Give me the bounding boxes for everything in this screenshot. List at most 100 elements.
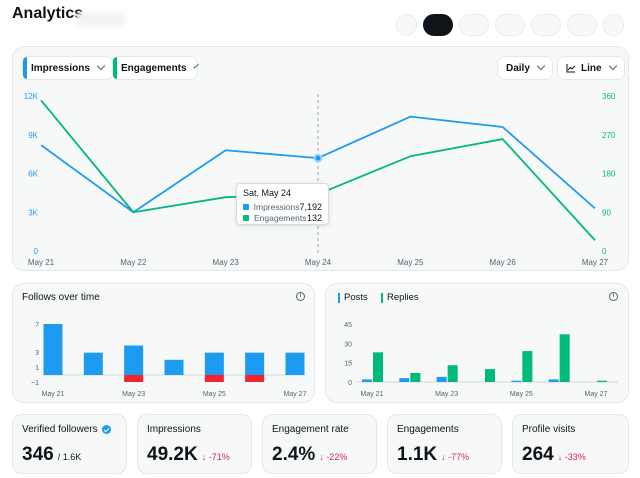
y-left-tick-label: 6K — [28, 170, 38, 179]
range-tab-6[interactable] — [567, 14, 597, 36]
interval-select[interactable]: Daily — [497, 56, 553, 80]
posts-color-stripe — [338, 292, 340, 303]
y-right-tick-label: 90 — [602, 208, 611, 217]
bar-replies — [447, 365, 458, 382]
x-tick-label: May 24 — [305, 258, 332, 267]
y-right-tick-label: 0 — [602, 247, 607, 256]
stat-change: ↓ -33% — [557, 452, 586, 462]
metric-select-engagements[interactable]: Engagements — [112, 56, 199, 80]
range-tab-3[interactable] — [459, 14, 489, 36]
follows-card-title: Follows over time — [22, 292, 100, 303]
legend-replies-label: Replies — [387, 292, 419, 303]
stat-change: ↓ -71% — [201, 452, 230, 462]
x-tick-label: May 21 — [42, 391, 65, 398]
x-tick-label: May 25 — [397, 258, 424, 267]
stat-value: 49.2K ↓ -71% — [147, 444, 230, 466]
impressions-swatch — [243, 203, 249, 210]
info-icon[interactable]: i — [296, 292, 305, 301]
stat-value-number: 49.2K — [147, 444, 198, 465]
y-tick-label: 45 — [344, 322, 352, 329]
stat-card-verified-followers[interactable]: Verified followers 346/ 1.6K — [12, 414, 127, 474]
x-tick-label: May 27 — [284, 391, 307, 398]
interval-label: Daily — [506, 62, 530, 74]
stat-label: Engagements — [397, 424, 459, 435]
unfollows-bar — [245, 375, 265, 382]
y-tick-label: 3 — [35, 350, 39, 357]
range-tab-active[interactable] — [423, 14, 453, 36]
stat-label: Verified followers — [22, 424, 111, 435]
main-chart-card: Impressions Engagements Daily Line 12K 9K… — [12, 46, 629, 271]
y-right-tick-label: 270 — [602, 131, 616, 140]
y-left-tick-label: 9K — [28, 131, 38, 140]
stat-value: 264 ↓ -33% — [522, 444, 586, 466]
tooltip-date: Sat, May 24 — [243, 188, 292, 198]
y-tick-label: 0 — [348, 380, 352, 387]
x-tick-label: May 25 — [203, 391, 226, 398]
legend-replies[interactable]: Replies — [381, 292, 419, 303]
bar-replies — [522, 351, 533, 382]
y-right-tick-label: 180 — [602, 170, 616, 179]
stat-card-engagements[interactable]: Engagements 1.1K ↓ -77% — [387, 414, 502, 474]
posts-replies-bar-chart: 45 30 15 0 May 21 May 23 May 25 May 27 — [344, 322, 618, 398]
range-tab-7[interactable] — [603, 14, 624, 36]
stat-value: 1.1K ↓ -77% — [397, 444, 469, 466]
tooltip-row-value: 132 — [306, 212, 322, 223]
follows-bar — [204, 352, 224, 375]
tooltip-row-value: 7,192 — [299, 201, 322, 212]
page-title: Analytics — [12, 5, 84, 22]
chart-tooltip: Sat, May 24 Impressions 7,192 Engagement… — [236, 183, 329, 225]
bar-replies — [559, 334, 570, 382]
legend-posts[interactable]: Posts — [338, 292, 368, 303]
x-tick-label: May 22 — [120, 258, 147, 267]
bar-posts — [362, 379, 372, 382]
stat-card-profile-visits[interactable]: Profile visits 264 ↓ -33% — [512, 414, 629, 474]
stat-value: 346/ 1.6K — [22, 444, 81, 466]
x-tick-label: May 27 — [582, 258, 609, 267]
y-tick-label: 7 — [35, 322, 39, 329]
stat-sub-total: / 1.6K — [57, 452, 82, 462]
x-tick-label: May 23 — [435, 391, 458, 398]
y-left-tick-label: 3K — [28, 208, 38, 217]
replies-color-stripe — [381, 292, 383, 303]
stat-card-impressions[interactable]: Impressions 49.2K ↓ -71% — [137, 414, 252, 474]
metric-2-label: Engagements — [121, 62, 187, 74]
stat-change: ↓ -22% — [319, 452, 348, 462]
metric-1-label: Impressions — [31, 62, 90, 74]
x-tick-label: May 25 — [510, 391, 533, 398]
follows-bar — [245, 352, 265, 375]
engagements-color-bar — [113, 57, 117, 79]
range-tab-5[interactable] — [531, 14, 561, 36]
y-right-tick-label: 360 — [602, 92, 616, 101]
line-chart[interactable]: 12K 9K 6K 3K 0 360 270 180 90 0 May 21 May 22 May 23… — [13, 47, 630, 272]
range-tab-4[interactable] — [495, 14, 525, 36]
line-chart-icon — [566, 63, 576, 72]
legend-posts-label: Posts — [344, 292, 368, 303]
range-tab-1[interactable] — [396, 14, 417, 36]
stat-value-number: 264 — [522, 444, 554, 465]
y-tick-label: 30 — [344, 341, 352, 348]
metric-select-impressions[interactable]: Impressions — [22, 56, 114, 80]
follows-bar — [124, 345, 144, 375]
bar-replies — [597, 380, 607, 382]
y-tick-label: 1 — [35, 365, 39, 372]
chart-type-label: Line — [581, 62, 602, 74]
stat-change: ↓ -77% — [441, 452, 470, 462]
stat-label-text: Verified followers — [22, 424, 98, 435]
x-tick-label: May 26 — [490, 258, 517, 267]
tooltip-row-impressions: Impressions 7,192 — [243, 201, 322, 212]
bar-posts — [548, 379, 559, 382]
chart-type-select[interactable]: Line — [557, 56, 625, 80]
tooltip-row-engagements: Engagements 132 — [243, 212, 322, 223]
unfollows-bar — [204, 375, 224, 382]
tooltip-row-name: Impressions — [253, 201, 300, 212]
bar-replies — [485, 369, 495, 382]
stat-value-number: 2.4% — [272, 444, 316, 465]
stat-card-engagement-rate[interactable]: Engagement rate 2.4% ↓ -22% — [262, 414, 377, 474]
info-icon[interactable]: i — [609, 292, 618, 301]
stat-value-number: 346 — [22, 444, 54, 465]
stat-label: Impressions — [147, 424, 201, 435]
bar-posts — [399, 378, 410, 382]
date-range-tabs — [396, 14, 624, 36]
stat-label: Engagement rate — [272, 424, 349, 435]
